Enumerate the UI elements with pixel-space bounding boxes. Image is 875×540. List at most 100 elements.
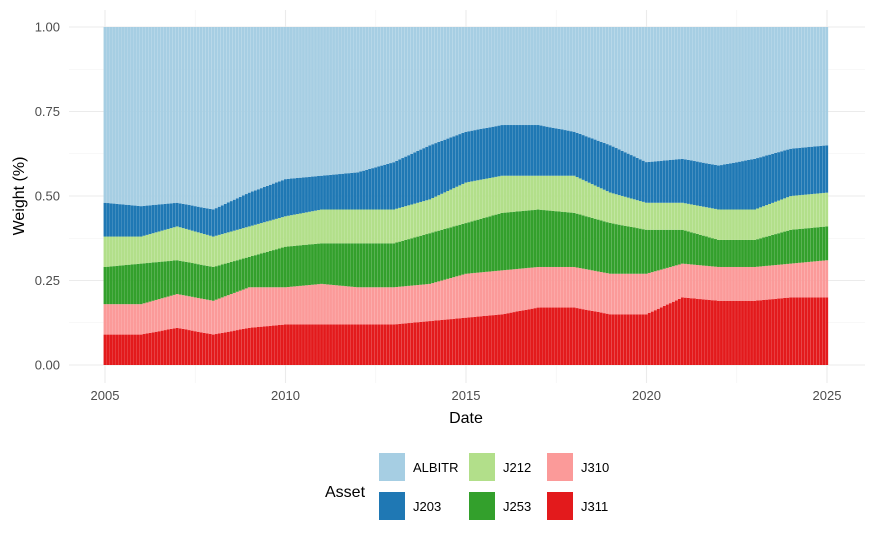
bar-segment-albitr: [476, 27, 480, 130]
bar-segment-j253: [792, 229, 796, 264]
bar-segment-albitr: [404, 27, 408, 157]
bar-segment-j310: [256, 287, 260, 327]
bar-segment-j203: [620, 150, 624, 196]
bar-segment-j311: [816, 297, 820, 365]
bar-segment-j203: [825, 145, 829, 193]
bar-segment-j311: [386, 324, 390, 365]
bar-segment-j203: [190, 205, 194, 231]
bar-segment-j253: [819, 227, 823, 261]
bar-segment-j311: [717, 300, 720, 365]
bar-segment-albitr: [311, 27, 314, 177]
bar-segment-j203: [305, 177, 308, 213]
bar-segment-albitr: [362, 27, 366, 171]
bar-segment-j212: [771, 202, 775, 235]
bar-segment-j212: [314, 210, 317, 244]
bar-segment-j203: [566, 130, 570, 176]
bar-segment-j212: [569, 175, 573, 213]
bar-segment-j212: [810, 194, 814, 228]
bar-segment-j253: [455, 225, 459, 277]
bar-segment-j310: [485, 271, 489, 316]
bar-segment-j311: [124, 334, 128, 365]
bar-segment-j310: [668, 267, 672, 304]
bar-segment-j311: [683, 297, 687, 365]
bar-segment-j212: [521, 175, 525, 211]
bar-segment-j311: [518, 310, 522, 365]
bar-segment-albitr: [792, 27, 796, 149]
bar-segment-j212: [720, 209, 723, 240]
bar-segment-j310: [142, 303, 146, 335]
bar-segment-j310: [106, 304, 110, 335]
bar-segment-albitr: [485, 27, 489, 128]
bar-segment-albitr: [765, 27, 768, 156]
bar-segment-j311: [500, 314, 504, 365]
bar-segment-j203: [587, 137, 591, 183]
bar-segment-j203: [536, 125, 540, 176]
bar-segment-j253: [274, 249, 278, 288]
bar-segment-j212: [744, 209, 747, 240]
bar-segment-j253: [632, 227, 636, 274]
bar-segment-j203: [500, 125, 504, 176]
x-axis-title: Date: [449, 410, 483, 427]
bar-segment-albitr: [515, 27, 519, 126]
bar-segment-j203: [253, 190, 257, 225]
legend-label: J203: [413, 499, 441, 514]
bar-segment-j310: [804, 262, 808, 298]
bar-segment-j253: [780, 232, 784, 265]
bar-segment-j203: [506, 125, 510, 176]
legend-label: ALBITR: [413, 460, 459, 475]
bar-segment-j203: [494, 126, 498, 177]
bar-segment-j203: [608, 145, 612, 193]
bar-segment-albitr: [118, 27, 122, 205]
bar-segment-j203: [109, 203, 113, 237]
bar-segment-j310: [482, 272, 486, 316]
bar-segment-j212: [178, 227, 182, 261]
bar-segment-j310: [208, 300, 212, 335]
bar-segment-j310: [392, 287, 396, 325]
bar-segment-j203: [774, 152, 778, 202]
bar-segment-j253: [302, 245, 305, 286]
bar-segment-albitr: [521, 27, 525, 126]
bar-segment-j253: [284, 246, 287, 288]
bar-segment-j310: [708, 266, 711, 300]
bar-segment-j203: [259, 188, 263, 224]
bar-segment-albitr: [211, 27, 215, 210]
bar-segment-j253: [506, 212, 510, 270]
bar-segment-j253: [347, 243, 351, 287]
bar-segment-albitr: [548, 27, 552, 128]
bar-segment-j310: [247, 287, 251, 328]
bar-segment-albitr: [368, 27, 372, 169]
bar-segment-j212: [729, 209, 732, 240]
bar-segment-albitr: [142, 27, 146, 206]
bar-segment-j212: [470, 181, 474, 222]
bar-segment-j310: [473, 272, 477, 317]
bar-segment-j311: [202, 332, 206, 365]
bar-segment-j203: [596, 140, 600, 187]
bar-segment-j203: [250, 191, 254, 226]
bar-segment-j310: [780, 264, 784, 299]
bar-segment-j311: [118, 334, 122, 365]
bar-segment-j311: [662, 305, 666, 365]
bar-segment-j310: [497, 270, 501, 315]
bar-segment-j311: [238, 329, 242, 365]
bar-segment-j311: [759, 300, 762, 365]
bar-segment-j253: [172, 260, 176, 295]
bar-segment-j310: [786, 263, 790, 298]
bar-segment-j253: [401, 240, 405, 287]
bar-segment-j311: [708, 299, 711, 365]
bar-segment-j212: [259, 223, 263, 254]
bar-segment-j212: [395, 208, 399, 243]
bar-segment-j203: [572, 131, 576, 176]
bar-segment-j212: [368, 209, 372, 244]
bar-segment-j212: [449, 189, 453, 228]
bar-segment-j203: [401, 158, 405, 208]
bar-segment-j253: [759, 238, 762, 267]
bar-segment-j212: [593, 185, 597, 219]
bar-segment-j311: [407, 323, 411, 365]
bar-segment-albitr: [314, 27, 317, 177]
bar-segment-j253: [789, 229, 793, 264]
bar-segment-j253: [599, 220, 603, 273]
bar-segment-j310: [762, 266, 765, 300]
bar-segment-j203: [807, 147, 811, 195]
bar-segment-albitr: [290, 27, 293, 179]
bar-segment-albitr: [804, 27, 808, 148]
